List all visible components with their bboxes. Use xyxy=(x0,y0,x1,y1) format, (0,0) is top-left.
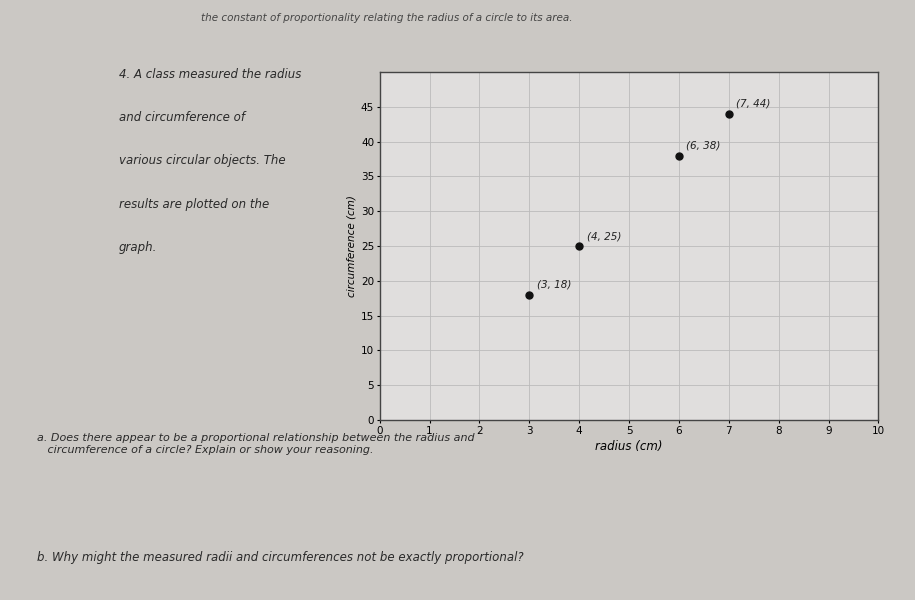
Text: the constant of proportionality relating the radius of a circle to its area.: the constant of proportionality relating… xyxy=(201,13,573,23)
Text: a. Does there appear to be a proportional relationship between the radius and
  : a. Does there appear to be a proportiona… xyxy=(37,433,474,455)
Text: various circular objects. The: various circular objects. The xyxy=(119,154,285,167)
Text: graph.: graph. xyxy=(119,241,157,254)
Text: 4. A class measured the radius: 4. A class measured the radius xyxy=(119,68,301,81)
Text: (4, 25): (4, 25) xyxy=(587,231,621,241)
Text: (3, 18): (3, 18) xyxy=(537,280,571,290)
Y-axis label: circumference (cm): circumference (cm) xyxy=(347,195,357,297)
Text: and circumference of: and circumference of xyxy=(119,111,245,124)
Text: (6, 38): (6, 38) xyxy=(686,140,721,151)
X-axis label: radius (cm): radius (cm) xyxy=(596,440,662,453)
Text: (7, 44): (7, 44) xyxy=(737,99,770,109)
Text: b. Why might the measured radii and circumferences not be exactly proportional?: b. Why might the measured radii and circ… xyxy=(37,551,523,564)
Text: results are plotted on the: results are plotted on the xyxy=(119,197,269,211)
